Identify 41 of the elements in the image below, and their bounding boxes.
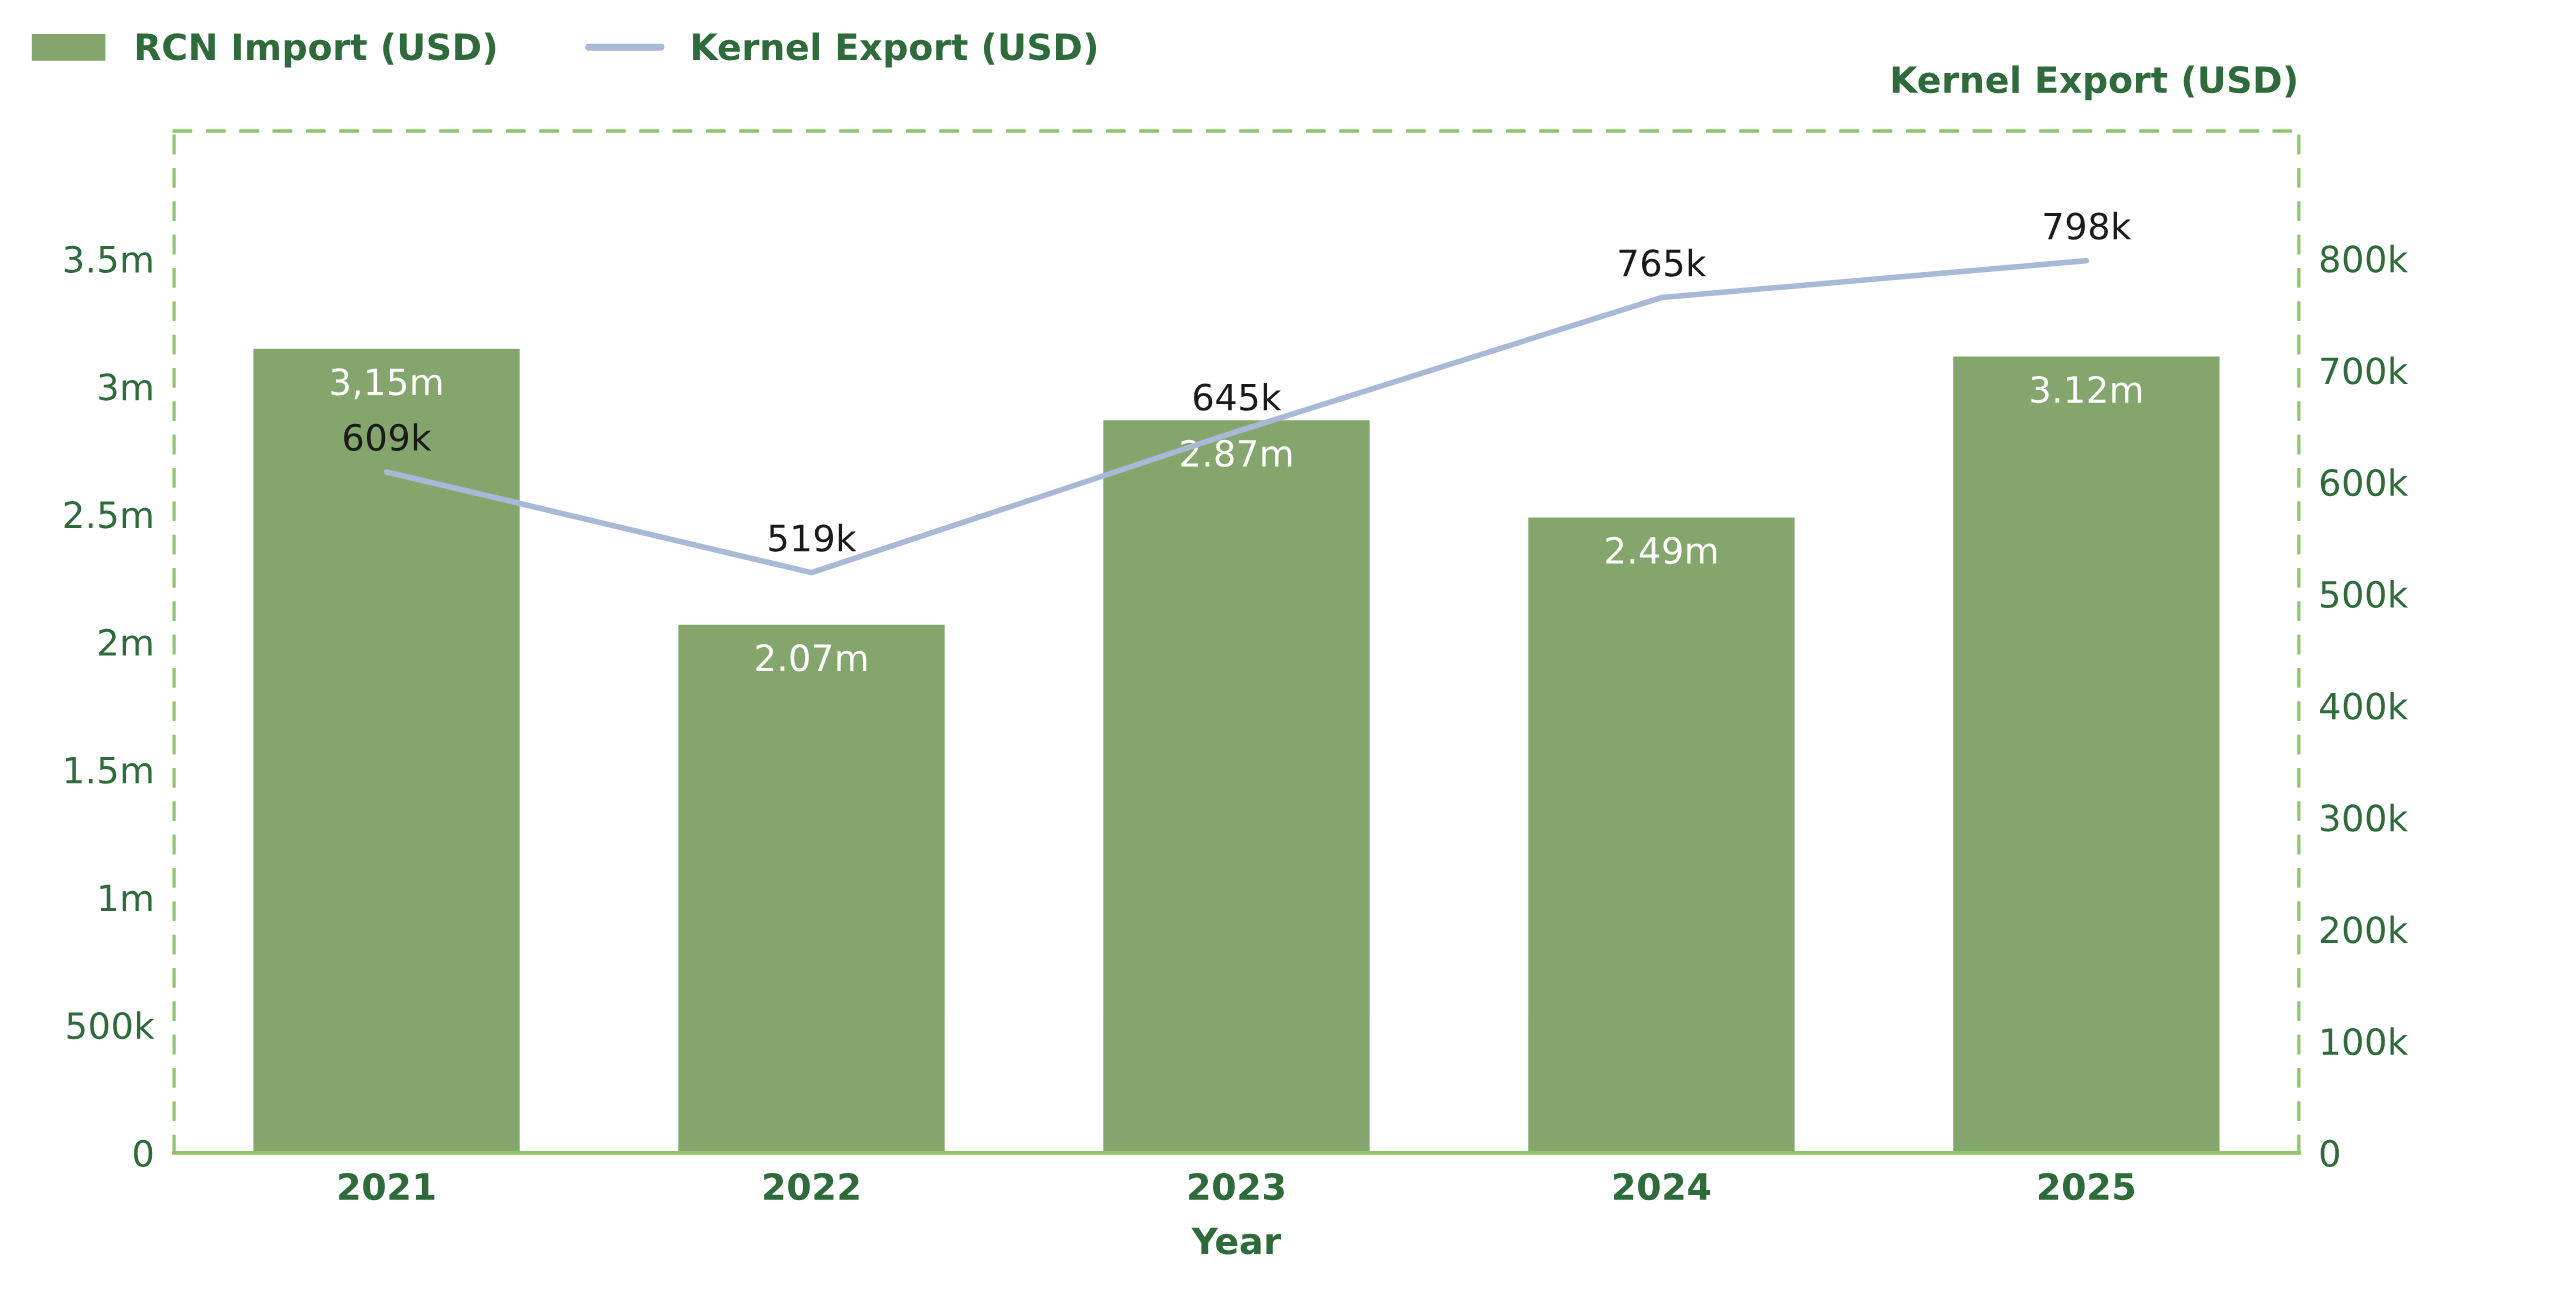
y-tick-label: 1m <box>100 884 152 912</box>
y2-tick-label: 700k <box>2321 356 2409 385</box>
y-tick-label: 0 <box>134 1139 153 1168</box>
y-tick-label: 500k <box>67 1011 155 1040</box>
data-label: 519k <box>769 523 857 552</box>
y-tick-label: 2m <box>99 628 152 656</box>
data-label: 2.07m <box>756 644 867 672</box>
y2-tick-label: 0 <box>2320 1139 2339 1168</box>
x-tick-label: 2023 <box>1189 1172 1284 1201</box>
x-axis-title: Year <box>1191 1227 1282 1255</box>
x-tick-label: 2021 <box>339 1172 435 1201</box>
y2-tick-label: 200k <box>2320 915 2409 944</box>
data-label: 798k <box>2044 211 2132 240</box>
bar <box>1101 418 1372 1153</box>
y2-tick-label: 500k <box>2321 580 2409 609</box>
y-tick-label: 1.5m <box>66 757 152 784</box>
y2-tick-label: 400k <box>2320 691 2409 720</box>
legend-label: RCN Import (USD) <box>136 32 496 68</box>
data-label: 645k <box>1194 382 1282 411</box>
data-label: 3,15m <box>331 368 442 400</box>
y2-tick-label: 300k <box>2321 803 2409 832</box>
y-tick-label: 3m <box>99 373 152 401</box>
data-label: 609k <box>344 423 432 452</box>
x-tick-label: 2024 <box>1614 1172 1711 1201</box>
data-label: 765k <box>1619 248 1707 277</box>
bar <box>1951 355 2221 1153</box>
y2-axis-title: Kernel Export (USD) <box>1892 65 2296 101</box>
legend-label: Kernel Export (USD) <box>693 32 1097 68</box>
y-tick-label: 3.5m <box>64 245 152 273</box>
data-label: 2.49m <box>1606 536 1717 565</box>
x-tick-label: 2022 <box>764 1172 859 1201</box>
data-label: 3.12m <box>2031 375 2142 404</box>
y-tick-label: 2.5m <box>64 501 152 529</box>
y2-tick-label: 600k <box>2320 468 2409 497</box>
bar <box>1526 516 1796 1153</box>
y2-tick-label: 100k <box>2322 1027 2409 1056</box>
data-label: 2.87m <box>1181 439 1292 468</box>
bar <box>252 347 522 1153</box>
bar <box>676 623 947 1153</box>
y2-tick-label: 800k <box>2320 244 2409 273</box>
x-tick-label: 2025 <box>2039 1172 2135 1201</box>
